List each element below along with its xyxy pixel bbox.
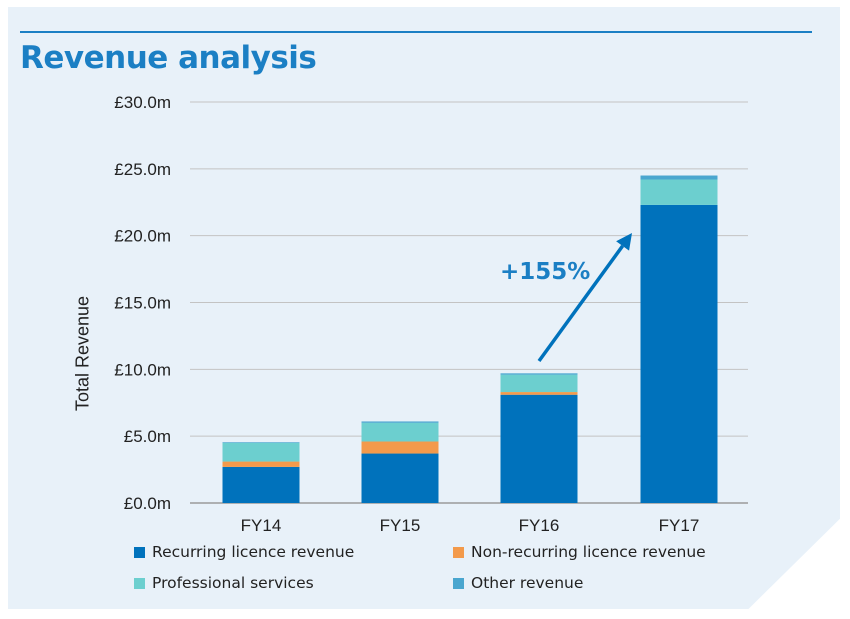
bar-fy16-recurring [500, 394, 578, 503]
y-tick-label: £10.0m [114, 360, 171, 379]
legend-label-recurring: Recurring licence revenue [152, 543, 355, 561]
y-tick-labels: £0.0m £5.0m £10.0m £15.0m £20.0m £25.0m £30.0m [114, 93, 171, 513]
y-tick-label: £0.0m [124, 494, 171, 513]
bar-fy14-professional [222, 442, 300, 462]
title-rule [20, 31, 812, 33]
bar-fy15-other [361, 421, 439, 423]
legend-swatch-professional [134, 577, 145, 589]
bar-fy15-recurring [361, 453, 439, 503]
y-tick-label: £20.0m [114, 227, 171, 246]
legend-item-professional: Professional services [134, 574, 314, 592]
x-tick-label: FY17 [659, 516, 700, 535]
x-tick-label: FY14 [241, 516, 282, 535]
y-tick-label: £25.0m [114, 160, 171, 179]
bar-fy16-nonrecurring [500, 392, 578, 395]
bar-fy17-recurring [640, 204, 718, 503]
bar-fy15-professional [361, 422, 439, 442]
growth-annotation-label: +155% [500, 259, 590, 285]
bar-fy16-other [500, 373, 578, 375]
bar-fy16-professional [500, 374, 578, 393]
legend-swatch-nonrecurring [453, 546, 464, 558]
x-tick-label: FY15 [380, 516, 421, 535]
bar-fy17-professional [640, 179, 718, 205]
y-tick-label: £5.0m [124, 427, 171, 446]
y-tick-label: £15.0m [114, 294, 171, 313]
legend-item-other: Other revenue [453, 574, 583, 592]
growth-arrow-head [616, 233, 632, 251]
legend-swatch-recurring [134, 546, 145, 558]
legend-label-nonrecurring: Non-recurring licence revenue [471, 543, 706, 561]
x-tick-label: FY16 [519, 516, 560, 535]
growth-arrow-shaft [537, 244, 625, 363]
legend-label-other: Other revenue [471, 574, 584, 592]
bar-fy14-other [222, 442, 300, 443]
bar-fy14-recurring [222, 466, 300, 503]
bar-fy14-nonrecurring [222, 461, 300, 467]
x-tick-labels: FY14 FY15 FY16 FY17 [241, 516, 700, 535]
legend-label-professional: Professional services [152, 574, 314, 592]
bars [222, 175, 718, 503]
y-tick-label: £30.0m [114, 93, 171, 112]
growth-annotation: +155% [500, 233, 632, 363]
bar-fy15-nonrecurring [361, 441, 439, 454]
legend-item-recurring: Recurring licence revenue [134, 543, 354, 561]
legend-swatch-other [453, 577, 464, 589]
legend-item-nonrecurring: Non-recurring licence revenue [453, 543, 706, 561]
page-title: Revenue analysis [20, 40, 317, 76]
bar-fy17-other [640, 175, 718, 180]
